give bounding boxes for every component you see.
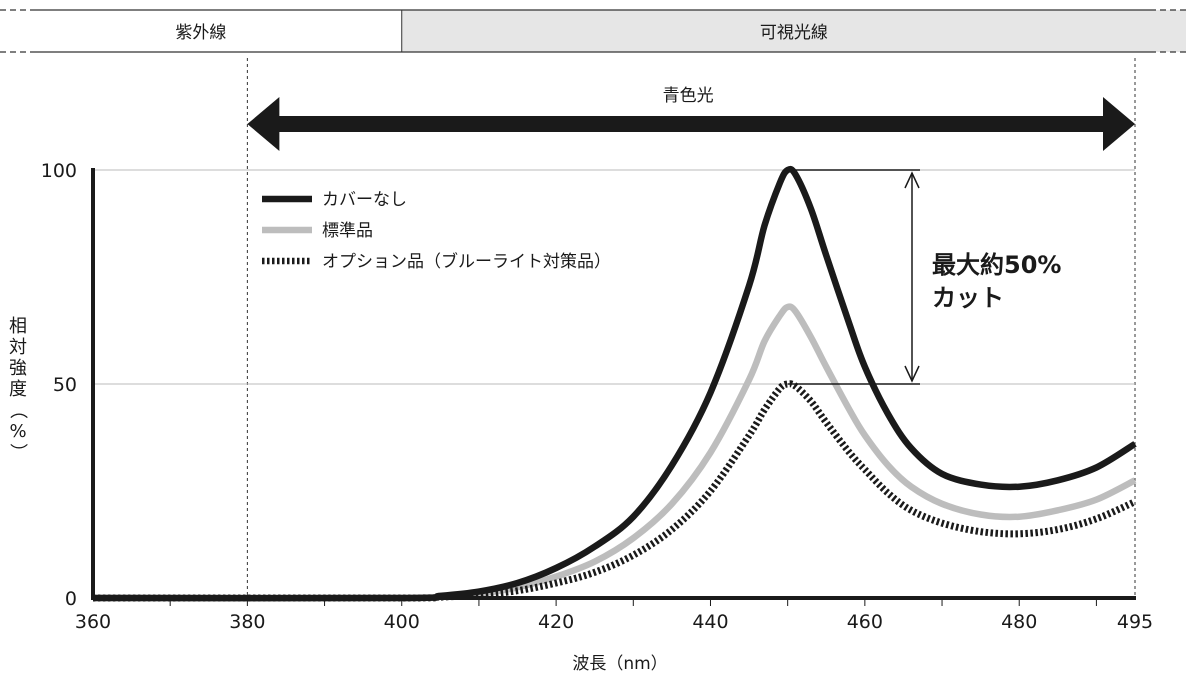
y-axis-title-char: % [9,421,26,442]
x-tick-label-480: 480 [1001,611,1037,633]
x-tick-label-460: 460 [847,611,883,633]
series-line-0 [92,165,1137,602]
y-axis-title-char: 度 [9,379,27,400]
band-1 [401,10,1186,52]
band-0 [0,10,402,52]
y-axis-title-char: 相 [9,316,27,337]
blue-light-range-arrow [247,97,1136,151]
band-label-0: 紫外線 [175,23,226,43]
x-tick-label-420: 420 [538,611,574,633]
x-axis-title: 波長（nm） [572,654,667,674]
x-tick-label-360: 360 [75,611,111,633]
y-tick-label-0: 0 [65,588,77,610]
y-axis-title-char: 対 [9,337,27,358]
x-tick-label-380: 380 [229,611,265,633]
series-line-2 [92,380,1137,602]
band-label-1: 可視光線 [760,23,828,43]
y-axis-title-char: 強 [9,358,27,379]
x-tick-label-400: 400 [384,611,420,633]
x-tick-label-495: 495 [1117,611,1153,633]
y-axis-title-char: （ [7,401,28,419]
x-tick-label-440: 440 [692,611,728,633]
blue-light-range-label: 青色光 [663,86,714,106]
legend-label-2: オプション品（ブルーライト対策品） [322,251,611,272]
annotation-label-line1: 最大約50% [932,251,1061,279]
annotation-label-line2: カット [932,284,1004,312]
y-tick-label-100: 100 [41,160,77,182]
y-axis-title-char: ） [7,443,28,461]
legend-label-1: 標準品 [322,221,373,241]
series-line-1 [92,303,1137,602]
y-tick-label-50: 50 [53,374,77,396]
annotation-arrowhead-bottom [904,365,920,383]
legend-label-0: カバーなし [322,190,407,210]
annotation-arrowhead-top [904,171,920,189]
